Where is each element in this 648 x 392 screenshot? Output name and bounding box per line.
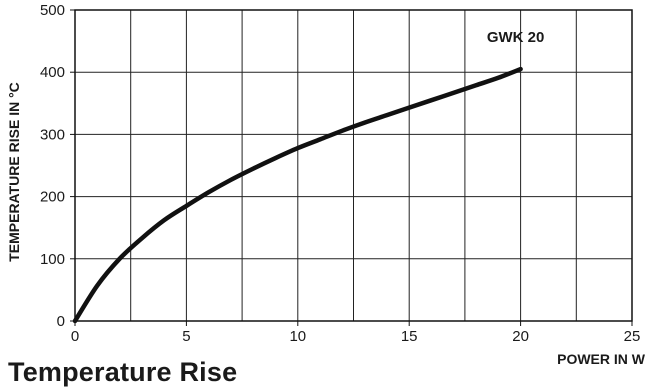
plot-frame: [74, 9, 633, 322]
y-axis-ticks: 0 100 200 300 400 500: [40, 2, 75, 330]
plot-border: [74, 9, 633, 322]
y-tick-label: 200: [40, 189, 65, 206]
x-tick-label: 0: [71, 328, 79, 345]
y-tick-label: 400: [40, 64, 65, 81]
x-tick-label: 15: [401, 328, 418, 345]
y-axis-title: TEMPERATURE RISE IN °C: [6, 82, 22, 262]
series-label-gwk-20: GWK 20: [487, 29, 545, 46]
y-tick-label: 100: [40, 251, 65, 268]
chart-gridlines: [74, 9, 633, 322]
x-tick-label: 10: [289, 328, 306, 345]
x-tick-label: 25: [624, 328, 641, 345]
y-tick-label: 300: [40, 126, 65, 143]
x-tick-label: 5: [182, 328, 190, 345]
x-tick-label: 20: [512, 328, 529, 345]
page-title: Temperature Rise: [8, 357, 238, 387]
y-tick-label: 0: [57, 313, 65, 330]
x-axis-ticks: 0 5 10 15 20 25: [71, 321, 641, 345]
series-line-gwk-20: [72, 66, 523, 324]
x-axis-title: POWER IN W: [557, 351, 646, 367]
series-group: GWK 20: [72, 29, 545, 324]
y-tick-label: 500: [40, 2, 65, 19]
